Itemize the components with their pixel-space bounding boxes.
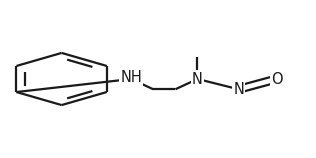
Text: O: O <box>271 72 282 86</box>
Text: N: N <box>192 72 203 86</box>
Text: N: N <box>233 82 244 97</box>
Text: NH: NH <box>120 70 142 85</box>
